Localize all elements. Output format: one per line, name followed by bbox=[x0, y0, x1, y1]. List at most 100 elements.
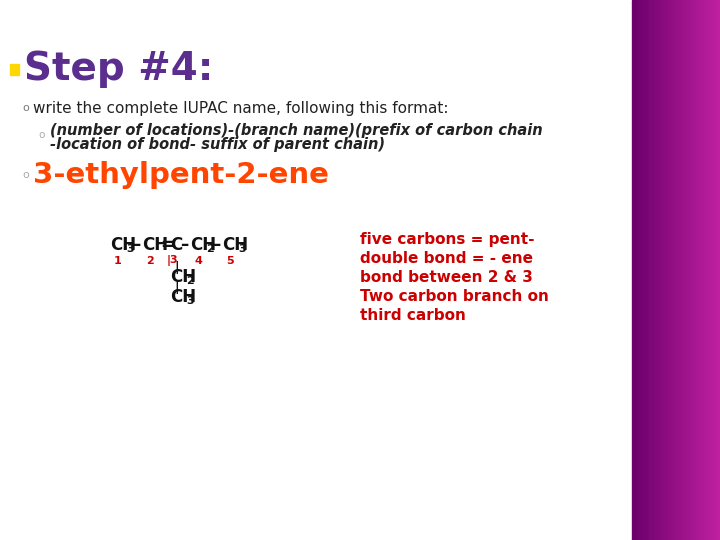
Text: 2: 2 bbox=[206, 244, 214, 254]
Bar bbox=[702, 0, 703, 540]
Bar bbox=[685, 0, 686, 540]
Bar bbox=[667, 0, 668, 540]
Bar bbox=[662, 0, 663, 540]
Text: 1: 1 bbox=[114, 256, 122, 266]
Bar bbox=[696, 0, 697, 540]
Text: double bond = - ene: double bond = - ene bbox=[360, 251, 533, 266]
Bar bbox=[669, 0, 670, 540]
Bar bbox=[693, 0, 694, 540]
Bar bbox=[689, 0, 690, 540]
Bar bbox=[665, 0, 666, 540]
Bar bbox=[653, 0, 654, 540]
Text: CH: CH bbox=[142, 236, 168, 254]
Bar bbox=[717, 0, 718, 540]
Text: CH: CH bbox=[110, 236, 136, 254]
Text: 5: 5 bbox=[226, 256, 234, 266]
Text: write the complete IUPAC name, following this format:: write the complete IUPAC name, following… bbox=[33, 100, 449, 116]
Text: 3: 3 bbox=[186, 296, 194, 306]
Bar bbox=[704, 0, 705, 540]
Bar bbox=[712, 0, 713, 540]
Bar bbox=[644, 0, 645, 540]
Text: (number of locations)-(branch name)(prefix of carbon chain: (number of locations)-(branch name)(pref… bbox=[50, 123, 543, 138]
Bar bbox=[652, 0, 653, 540]
Text: 2: 2 bbox=[146, 256, 154, 266]
Bar bbox=[656, 0, 657, 540]
Bar bbox=[677, 0, 678, 540]
Bar bbox=[650, 0, 651, 540]
Bar bbox=[695, 0, 696, 540]
Bar bbox=[700, 0, 701, 540]
Bar bbox=[719, 0, 720, 540]
Bar bbox=[692, 0, 693, 540]
Bar bbox=[648, 0, 649, 540]
Bar bbox=[645, 0, 646, 540]
Bar bbox=[659, 0, 660, 540]
Bar bbox=[718, 0, 719, 540]
Bar bbox=[655, 0, 656, 540]
Bar bbox=[686, 0, 687, 540]
Bar bbox=[713, 0, 714, 540]
Bar bbox=[690, 0, 691, 540]
Bar bbox=[711, 0, 712, 540]
Bar bbox=[633, 0, 634, 540]
Text: CH: CH bbox=[190, 236, 216, 254]
Bar bbox=[694, 0, 695, 540]
Bar bbox=[710, 0, 711, 540]
Bar bbox=[654, 0, 655, 540]
Text: C: C bbox=[170, 236, 182, 254]
Bar bbox=[680, 0, 681, 540]
Bar bbox=[714, 0, 715, 540]
Bar bbox=[715, 0, 716, 540]
Bar bbox=[676, 0, 677, 540]
Bar bbox=[709, 0, 710, 540]
Bar bbox=[657, 0, 658, 540]
Bar bbox=[716, 0, 717, 540]
Bar bbox=[708, 0, 709, 540]
Bar bbox=[697, 0, 698, 540]
Bar bbox=[647, 0, 648, 540]
Bar bbox=[672, 0, 673, 540]
Text: 4: 4 bbox=[194, 256, 202, 266]
Bar bbox=[706, 0, 707, 540]
Text: –: – bbox=[180, 236, 188, 254]
Bar bbox=[681, 0, 682, 540]
Text: 3: 3 bbox=[126, 244, 134, 254]
Text: five carbons = pent-: five carbons = pent- bbox=[360, 232, 534, 247]
Text: Step #4:: Step #4: bbox=[24, 50, 213, 88]
Bar bbox=[678, 0, 679, 540]
Bar bbox=[635, 0, 636, 540]
Text: third carbon: third carbon bbox=[360, 308, 466, 323]
Bar bbox=[671, 0, 672, 540]
Bar bbox=[10, 64, 19, 75]
Bar bbox=[632, 0, 633, 540]
Bar bbox=[707, 0, 708, 540]
Bar bbox=[636, 0, 637, 540]
Bar bbox=[699, 0, 700, 540]
Text: -location of bond- suffix of parent chain): -location of bond- suffix of parent chai… bbox=[50, 138, 385, 152]
Text: CH: CH bbox=[222, 236, 248, 254]
Bar bbox=[663, 0, 664, 540]
Bar bbox=[666, 0, 667, 540]
Text: o: o bbox=[38, 130, 45, 140]
Bar bbox=[641, 0, 642, 540]
Bar bbox=[639, 0, 640, 540]
Bar bbox=[701, 0, 702, 540]
Bar bbox=[673, 0, 674, 540]
Text: –: – bbox=[212, 236, 220, 254]
Bar bbox=[642, 0, 643, 540]
Text: Two carbon branch on: Two carbon branch on bbox=[360, 289, 549, 304]
Text: |: | bbox=[174, 281, 179, 294]
Text: CH: CH bbox=[170, 268, 196, 286]
Text: –: – bbox=[132, 236, 140, 254]
Bar bbox=[698, 0, 699, 540]
Bar bbox=[683, 0, 684, 540]
Text: |: | bbox=[174, 260, 179, 273]
Bar bbox=[687, 0, 688, 540]
Bar bbox=[664, 0, 665, 540]
Bar bbox=[691, 0, 692, 540]
Bar bbox=[679, 0, 680, 540]
Bar bbox=[634, 0, 635, 540]
Bar bbox=[688, 0, 689, 540]
Bar bbox=[703, 0, 704, 540]
Text: 3-ethylpent-2-ene: 3-ethylpent-2-ene bbox=[33, 161, 329, 189]
